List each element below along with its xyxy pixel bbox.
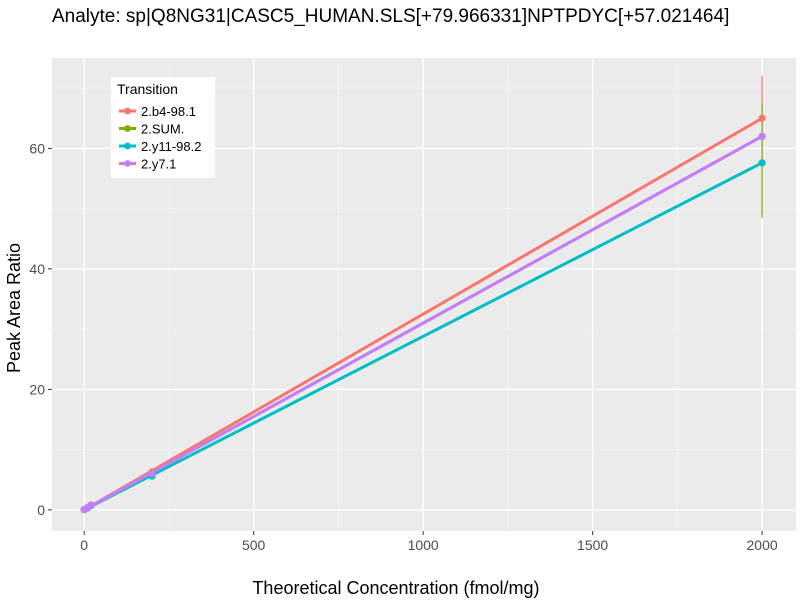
legend-key-point [124, 107, 131, 115]
series-lines [83, 116, 763, 512]
series-line [83, 116, 763, 512]
legend-title: Transition [117, 81, 178, 97]
data-point [758, 114, 766, 122]
chart-title: Analyte: sp|Q8NG31|CASC5_HUMAN.SLS[+79.9… [52, 6, 729, 27]
grid-major [52, 58, 796, 531]
data-point [148, 470, 156, 478]
legend: Transition 2.b4-98.1 2.SUM. 2.y11-98.2 2.y7… [111, 77, 215, 178]
legend-item-label: 2.SUM. [141, 122, 184, 137]
x-tick-label: 1000 [408, 537, 439, 553]
legend-item-label: 2.y7.1 [141, 157, 176, 172]
legend-key-point [124, 160, 131, 167]
y-tick-label: 60 [29, 140, 45, 156]
data-point [758, 159, 766, 167]
x-tick-label: 500 [242, 537, 266, 553]
series-line [83, 135, 763, 512]
x-axis: 0 500 1000 1500 2000 [80, 531, 778, 553]
series-points [80, 114, 766, 514]
x-tick-label: 1500 [577, 537, 608, 553]
data-point [87, 501, 95, 509]
x-tick-label: 0 [80, 537, 88, 553]
legend-item-label: 2.y11-98.2 [141, 139, 201, 154]
series-line [83, 161, 763, 512]
y-axis-title: Peak Area Ratio [4, 243, 24, 373]
y-tick-label: 40 [29, 261, 45, 277]
x-tick-label: 2000 [747, 537, 778, 553]
data-point [758, 132, 766, 140]
y-tick-label: 20 [29, 381, 45, 397]
y-tick-label: 0 [37, 502, 45, 518]
legend-key-point [124, 125, 131, 132]
y-axis: 0 20 40 60 [29, 140, 52, 518]
x-axis-title: Theoretical Concentration (fmol/mg) [252, 578, 539, 598]
legend-key-point [124, 142, 131, 150]
legend-items: 2.b4-98.1 2.SUM. 2.y11-98.2 2.y7.1 [119, 104, 201, 172]
legend-item-label: 2.b4-98.1 [141, 104, 196, 119]
